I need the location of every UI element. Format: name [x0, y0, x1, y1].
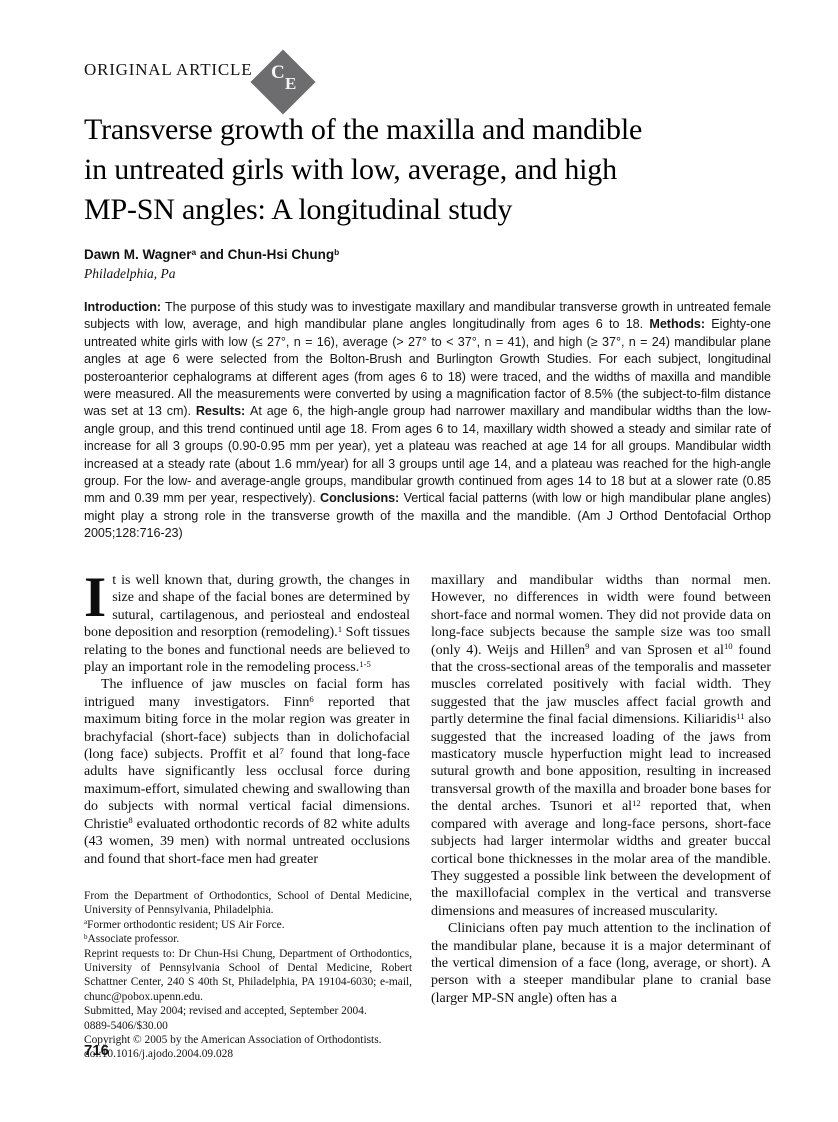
article-title-line-2: in untreated girls with low, average, an…	[84, 153, 617, 186]
footnote-copyright: Copyright © 2005 by the American Associa…	[84, 1034, 382, 1047]
footnote-doi: doi:10.1016/j.ajodo.2004.09.028	[84, 1048, 234, 1061]
article-title-line-1: Transverse growth of the maxilla and man…	[84, 113, 643, 146]
authors-line: Dawn M. Wagnera and Chun-Hsi Chungb	[84, 246, 340, 262]
footnote-submission-dates: Submitted, May 2004; revised and accepte…	[84, 1005, 367, 1018]
footnote-author-a: aFormer orthodontic resident; US Air For…	[84, 918, 285, 931]
body-paragraph-1-text: t is well known that, during growth, the…	[84, 573, 410, 676]
affiliation: Philadelphia, Pa	[84, 266, 176, 281]
ce-badge: C E	[249, 48, 317, 116]
body-column-right: maxillary and mandibular widths than nor…	[431, 572, 771, 1007]
article-title-line-3: MP-SN angles: A longitudinal study	[84, 193, 513, 226]
footnote-affiliation: From the Department of Orthodontics, Sch…	[84, 890, 412, 917]
byline: Dawn M. Wagnera and Chun-Hsi Chungb Phil…	[84, 247, 770, 282]
body-paragraph-3: maxillary and mandibular widths than nor…	[431, 573, 772, 919]
footnote-block: From the Department of Orthodontics, Sch…	[84, 889, 412, 1062]
footnote-author-b: bAssociate professor.	[84, 932, 180, 946]
dropcap-letter: I	[84, 566, 107, 629]
section-label: ORIGINAL ARTICLE	[84, 60, 253, 79]
footnote-issn-price: 0889-5406/$30.00	[84, 1019, 168, 1032]
body-paragraph-2: The influence of jaw muscles on facial f…	[84, 677, 410, 867]
ce-badge-letter-e: E	[285, 74, 297, 93]
body-paragraph-4: Clinicians often pay much attention to t…	[431, 921, 771, 1006]
article-title: Transverse growth of the maxilla and man…	[84, 110, 784, 230]
footnote-reprint-requests: Reprint requests to: Dr Chun-Hsi Chung, …	[84, 947, 412, 1003]
page-number: 716	[84, 1042, 110, 1059]
ce-badge-letter-c: C	[271, 62, 285, 83]
abstract-paragraph: Introduction: The purpose of this study …	[84, 300, 772, 541]
